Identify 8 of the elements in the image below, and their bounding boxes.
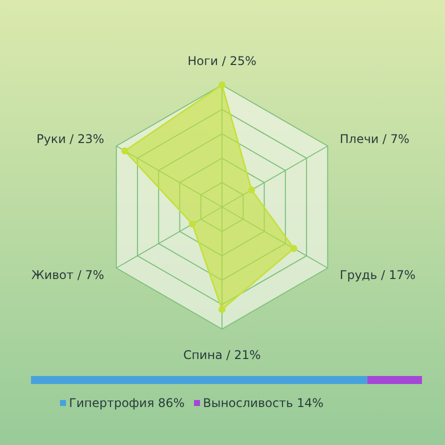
spoke-label: Грудь / 17% — [340, 268, 416, 282]
spoke-label: Спина / 21% — [183, 348, 261, 362]
spoke-label: Руки / 23% — [36, 132, 104, 146]
spoke-label: Плечи / 7% — [340, 132, 410, 146]
spoke-label: Ноги / 25% — [188, 54, 256, 68]
legend-label: Выносливость 14% — [203, 396, 324, 410]
spoke-label: Живот / 7% — [31, 268, 104, 282]
legend-label: Гипертрофия 86% — [69, 396, 185, 410]
